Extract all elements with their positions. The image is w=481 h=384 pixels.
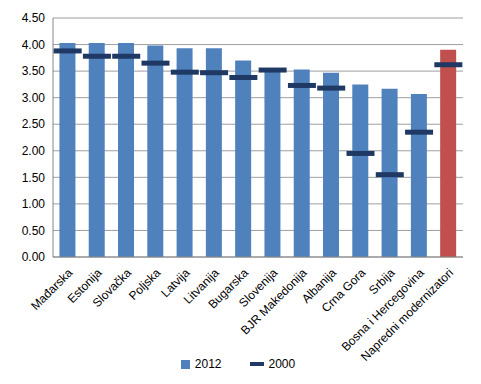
svg-text:3.50: 3.50 bbox=[22, 64, 46, 78]
html-text:2000: 2000 bbox=[268, 357, 296, 371]
svg-text:Poljska: Poljska bbox=[126, 265, 163, 302]
svg-text:4.00: 4.00 bbox=[22, 38, 46, 52]
svg-text:2.50: 2.50 bbox=[22, 117, 46, 131]
svg-text:Crna Gora: Crna Gora bbox=[319, 265, 369, 315]
svg-text:Bosna i Hercegovina: Bosna i Hercegovina bbox=[338, 265, 427, 354]
svg-text:1.00: 1.00 bbox=[22, 197, 46, 211]
svg-text:Bugarska: Bugarska bbox=[205, 265, 252, 312]
svg-text:1.50: 1.50 bbox=[22, 171, 46, 185]
html-text:2012: 2012 bbox=[194, 357, 222, 371]
svg-text:Slovenija: Slovenija bbox=[236, 265, 281, 310]
svg-text:Albanija: Albanija bbox=[298, 265, 339, 306]
svg-text:Estonija: Estonija bbox=[64, 265, 105, 306]
svg-text:Slovačka: Slovačka bbox=[90, 265, 135, 310]
svg-text:0.00: 0.00 bbox=[22, 250, 46, 264]
svg-text:Latvija: Latvija bbox=[158, 265, 193, 301]
svg-text:Mađarska: Mađarska bbox=[28, 265, 75, 312]
svg-text:2.00: 2.00 bbox=[22, 144, 46, 158]
svg-text:BJR Makedonija: BJR Makedonija bbox=[238, 265, 310, 337]
svg-text:3.00: 3.00 bbox=[22, 91, 46, 105]
svg-text:4.50: 4.50 bbox=[22, 11, 46, 25]
svg-text:Srbija: Srbija bbox=[366, 265, 398, 298]
svg-text:0.50: 0.50 bbox=[22, 224, 46, 238]
svg-text:Napredni modernizatori: Napredni modernizatori bbox=[358, 266, 456, 364]
svg-text:Litvanija: Litvanija bbox=[180, 265, 222, 307]
